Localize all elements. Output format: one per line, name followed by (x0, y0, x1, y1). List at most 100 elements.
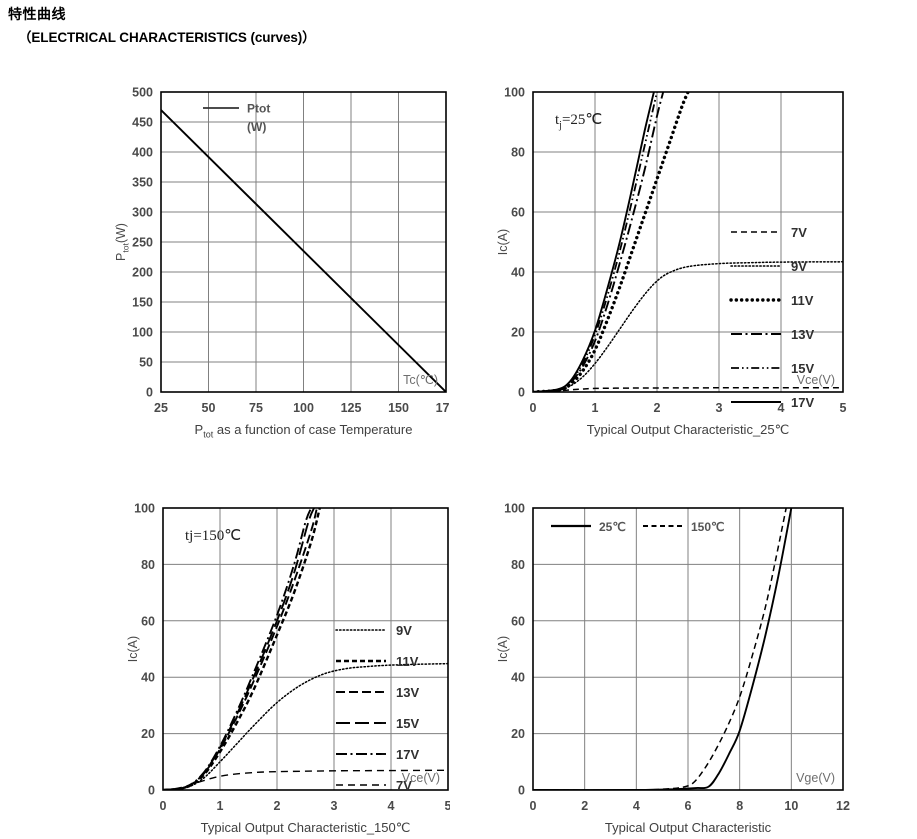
x-tick-label: 2 (581, 799, 588, 813)
grid-lines (533, 92, 843, 392)
chart-transfer-characteristic: 0 20 40 60 80 100 0 2 4 6 8 10 12 Ic(A) Vge(V) Typical … (487, 494, 857, 839)
y-tick-label: 100 (132, 326, 153, 340)
curve-9V (163, 662, 448, 790)
y-tick-label: 0 (148, 784, 155, 798)
curves (533, 92, 843, 392)
curve-7V (163, 769, 448, 790)
legend-label-11V: 11V (396, 654, 419, 669)
curves (161, 109, 446, 392)
y-tick-label: 20 (511, 727, 525, 741)
temperature-annotation: tj=150℃ (185, 528, 241, 544)
y-tick-label: 40 (511, 671, 525, 685)
x-tick-label: 3 (716, 401, 723, 415)
svg-text:Ptot(W): Ptot(W) (114, 223, 131, 261)
chart-svg-output-char-150c: 0 20 40 60 80 100 0 1 2 3 4 5 Ic(A) Vce(V) Typical Out… (126, 502, 450, 836)
x-tick-label: 100 (293, 401, 314, 415)
x-tick-label: 12 (836, 799, 850, 813)
inline-axis-label: Vce(V) (797, 373, 835, 387)
legend-label-13V: 13V (791, 327, 814, 342)
x-tick-label: 5 (445, 799, 450, 813)
x-tick-label: 2 (274, 799, 281, 813)
x-tick-label: 4 (633, 799, 640, 813)
x-tick-label: 0 (160, 799, 167, 813)
y-tick-label: 0 (518, 784, 525, 798)
x-tick-label: 75 (249, 401, 263, 415)
y-tick-label: 300 (132, 206, 153, 220)
y-tick-label: 500 (132, 86, 153, 100)
curve-15V (163, 508, 315, 790)
x-tick-label: 5 (840, 401, 847, 415)
legend-label-ptot: Ptot (247, 102, 270, 116)
chart-caption: Typical Output Characteristic_25℃ (587, 422, 789, 437)
y-tick-label: 0 (146, 386, 153, 400)
y-tick-label: 0 (518, 386, 525, 400)
inline-axis-label: Vce(V) (402, 771, 440, 785)
x-tick-label: 1 (217, 799, 224, 813)
x-tick-label: 175 (436, 401, 450, 415)
x-tick-label: 3 (331, 799, 338, 813)
chart-svg-transfer-char: 0 20 40 60 80 100 0 2 4 6 8 10 12 Ic(A) Vge(V) Typical … (496, 502, 850, 836)
page-title-chinese: 特性曲线 (8, 6, 66, 22)
legend-label-9V: 9V (396, 623, 412, 638)
y-axis-title: Ic(A) (126, 636, 140, 662)
y-axis-title: Ptot(W) (114, 223, 131, 261)
x-tick-label: 0 (530, 401, 537, 415)
chart-ptot-derating: 0 50 100 150 200 250 300 350 400 450 500 25 50 75 100 1… (95, 78, 450, 439)
svg-text:Ic(A): Ic(A) (496, 636, 510, 662)
x-tick-label: 6 (685, 799, 692, 813)
x-tick-label: 150 (388, 401, 409, 415)
curve-9V (533, 261, 843, 392)
x-tick-label: 50 (202, 401, 216, 415)
chart-svg-ptot-derating: 0 50 100 150 200 250 300 350 400 450 500 25 50 75 100 1… (114, 86, 450, 439)
x-tick-label: 2 (654, 401, 661, 415)
chart-svg-output-char-25c: 0 20 40 60 80 100 0 1 2 3 4 5 Ic(A) Vce(V) Typical Out… (496, 86, 847, 438)
svg-text:Ic(A): Ic(A) (126, 636, 140, 662)
legend: 7V 9V 11V 13V 15V 17V (729, 225, 814, 410)
x-tick-label: 0 (530, 799, 537, 813)
x-tick-label: 10 (784, 799, 798, 813)
legend-label-17V: 17V (396, 747, 419, 762)
y-tick-label: 80 (511, 146, 525, 160)
svg-text:Ic(A): Ic(A) (496, 229, 510, 255)
y-tick-label: 400 (132, 146, 153, 160)
curve-17V (533, 92, 655, 392)
curves (533, 508, 793, 790)
y-tick-label: 80 (511, 558, 525, 572)
legend: 9V 11V 13V 15V 17V 7V (335, 623, 419, 793)
chart-caption: Typical Output Characteristic (605, 820, 772, 835)
legend: 25℃ 150℃ (551, 520, 725, 534)
y-tick-label: 250 (132, 236, 153, 250)
plot-frame (162, 507, 449, 791)
y-axis-title: Ic(A) (496, 636, 510, 662)
chart-output-characteristic-150c: 0 20 40 60 80 100 0 1 2 3 4 5 Ic(A) Vce(V) Typical Out… (95, 494, 450, 839)
chart-caption: Ptot as a function of case Temperature (195, 422, 413, 438)
y-tick-label: 450 (132, 116, 153, 130)
x-tick-label: 1 (592, 401, 599, 415)
legend-label-17V: 17V (791, 395, 814, 410)
y-tick-label: 40 (511, 266, 525, 280)
curve-11V (163, 508, 321, 790)
x-tick-label: 8 (736, 799, 743, 813)
y-tick-label: 40 (141, 671, 155, 685)
y-tick-label: 100 (504, 86, 525, 100)
y-tick-label: 20 (141, 727, 155, 741)
curve-150 (533, 508, 787, 790)
y-tick-label: 60 (511, 206, 525, 220)
legend-label-15V: 15V (791, 361, 814, 376)
legend-label-ptot-unit: (W) (247, 120, 266, 134)
y-axis-title: Ic(A) (496, 229, 510, 255)
y-tick-label: 80 (141, 558, 155, 572)
y-tick-label: 50 (139, 356, 153, 370)
temperature-annotation: tj=25℃ (555, 112, 602, 131)
legend-label-150c: 150℃ (691, 520, 725, 534)
y-tick-label: 200 (132, 266, 153, 280)
curve-13V (163, 508, 318, 790)
inline-axis-label: Tc(℃) (403, 373, 438, 387)
curves (163, 508, 448, 790)
y-tick-label: 100 (504, 502, 525, 516)
grid-lines (163, 508, 448, 790)
grid-lines (533, 508, 843, 790)
plot-frame (160, 91, 447, 393)
legend-label-7V: 7V (396, 778, 412, 793)
plot-frame (532, 507, 844, 791)
